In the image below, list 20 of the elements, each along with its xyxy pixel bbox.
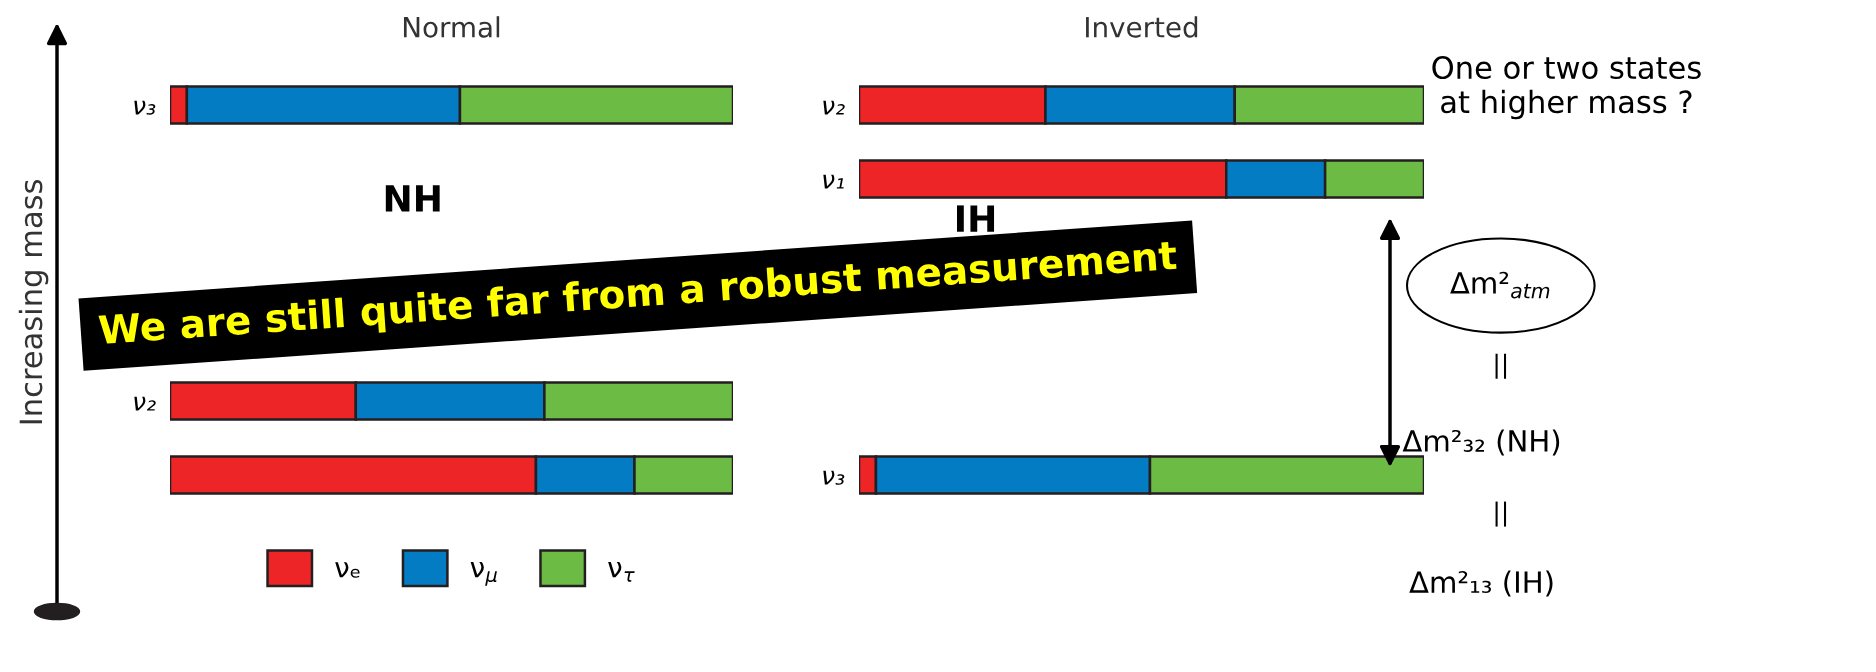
annotation: Δm²₃₂ (NH) — [1402, 429, 1560, 456]
chart-title: Inverted — [1086, 16, 1198, 38]
y-tick-label: ν₂ — [823, 100, 845, 115]
legend-label: νₑ — [335, 562, 360, 578]
annotation: IH — [957, 205, 995, 232]
chart-title: Normal — [403, 16, 500, 38]
annotation: NH — [385, 185, 440, 212]
y-tick-label: ν₃ — [823, 470, 845, 485]
y-tick-label: ν₃ — [134, 100, 156, 115]
legend-label: ν$_{μ}$ — [470, 562, 497, 586]
text: Δm²$_{atm}$ — [1450, 271, 1550, 299]
annotation: We are still quite far from a robust measurement — [98, 239, 1178, 353]
text: || — [1495, 501, 1507, 527]
text: One or two states at higher mass ? — [1432, 56, 1701, 120]
text: Δm²₁₃ (IH) — [1409, 570, 1553, 597]
y-axis-title: Increasing mass — [18, 180, 49, 424]
y-tick-label: ν₁ — [823, 174, 844, 189]
y-tick-label: ν₂ — [134, 396, 156, 411]
legend-label: ν$_{τ}$ — [608, 562, 635, 582]
text: || — [1495, 353, 1507, 379]
